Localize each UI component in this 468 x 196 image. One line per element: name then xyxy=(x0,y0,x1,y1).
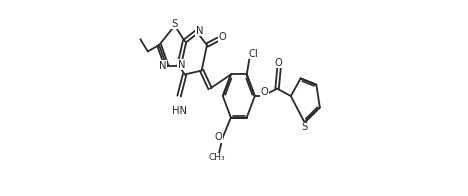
Text: Cl: Cl xyxy=(249,49,258,59)
Text: N: N xyxy=(178,60,185,70)
Text: HN: HN xyxy=(172,106,187,116)
Text: O: O xyxy=(261,87,269,97)
Text: S: S xyxy=(172,18,178,29)
Text: O: O xyxy=(214,132,222,142)
Text: S: S xyxy=(302,122,308,132)
Text: N: N xyxy=(196,26,203,36)
Text: CH₃: CH₃ xyxy=(208,153,225,162)
Text: N: N xyxy=(159,61,167,71)
Text: O: O xyxy=(274,58,282,68)
Text: O: O xyxy=(219,32,227,42)
